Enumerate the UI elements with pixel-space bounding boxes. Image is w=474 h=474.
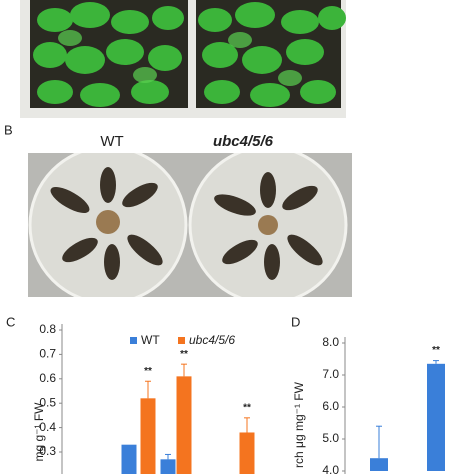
y-tick-label: 5.0 xyxy=(322,431,339,445)
photo-label: WT xyxy=(100,133,123,150)
y-axis-label: mg g⁻¹ FW xyxy=(32,402,46,462)
significance: ** xyxy=(243,402,251,413)
y-tick-label: 6.0 xyxy=(322,399,339,413)
y-tick-label: 0.3 xyxy=(39,444,56,458)
bar xyxy=(427,363,445,471)
y-tick-label: 0.6 xyxy=(39,371,56,385)
bar xyxy=(370,458,388,471)
bar xyxy=(140,398,156,474)
y-tick-label: 0.7 xyxy=(39,347,56,361)
panel-label: C xyxy=(6,314,15,329)
y-tick-label: 7.0 xyxy=(322,367,339,381)
y-tick-label: 0.4 xyxy=(39,420,56,434)
bar xyxy=(176,376,192,474)
significance: ** xyxy=(180,349,188,360)
legend-label: ubc4/5/6 xyxy=(189,333,235,347)
significance: ** xyxy=(144,366,152,377)
y-tick-label: 0.8 xyxy=(39,322,56,336)
legend-swatch xyxy=(130,337,137,344)
panel-label: B xyxy=(4,122,13,137)
bar xyxy=(239,432,255,474)
y-tick-label: 0.5 xyxy=(39,395,56,409)
y-tick-label: 8.0 xyxy=(322,335,339,349)
dish-photo xyxy=(28,153,352,297)
legend-swatch xyxy=(178,337,185,344)
panel-label: D xyxy=(291,314,300,329)
plant-photo xyxy=(20,0,346,118)
legend-label: WT xyxy=(141,333,160,347)
significance: ** xyxy=(432,345,440,356)
photo-label: ubc4/5/6 xyxy=(213,133,274,150)
bar xyxy=(160,459,176,474)
y-tick-label: 4.0 xyxy=(322,463,339,474)
y-axis-label: rch μg mg⁻¹ FW xyxy=(292,381,306,468)
bar xyxy=(121,444,137,474)
